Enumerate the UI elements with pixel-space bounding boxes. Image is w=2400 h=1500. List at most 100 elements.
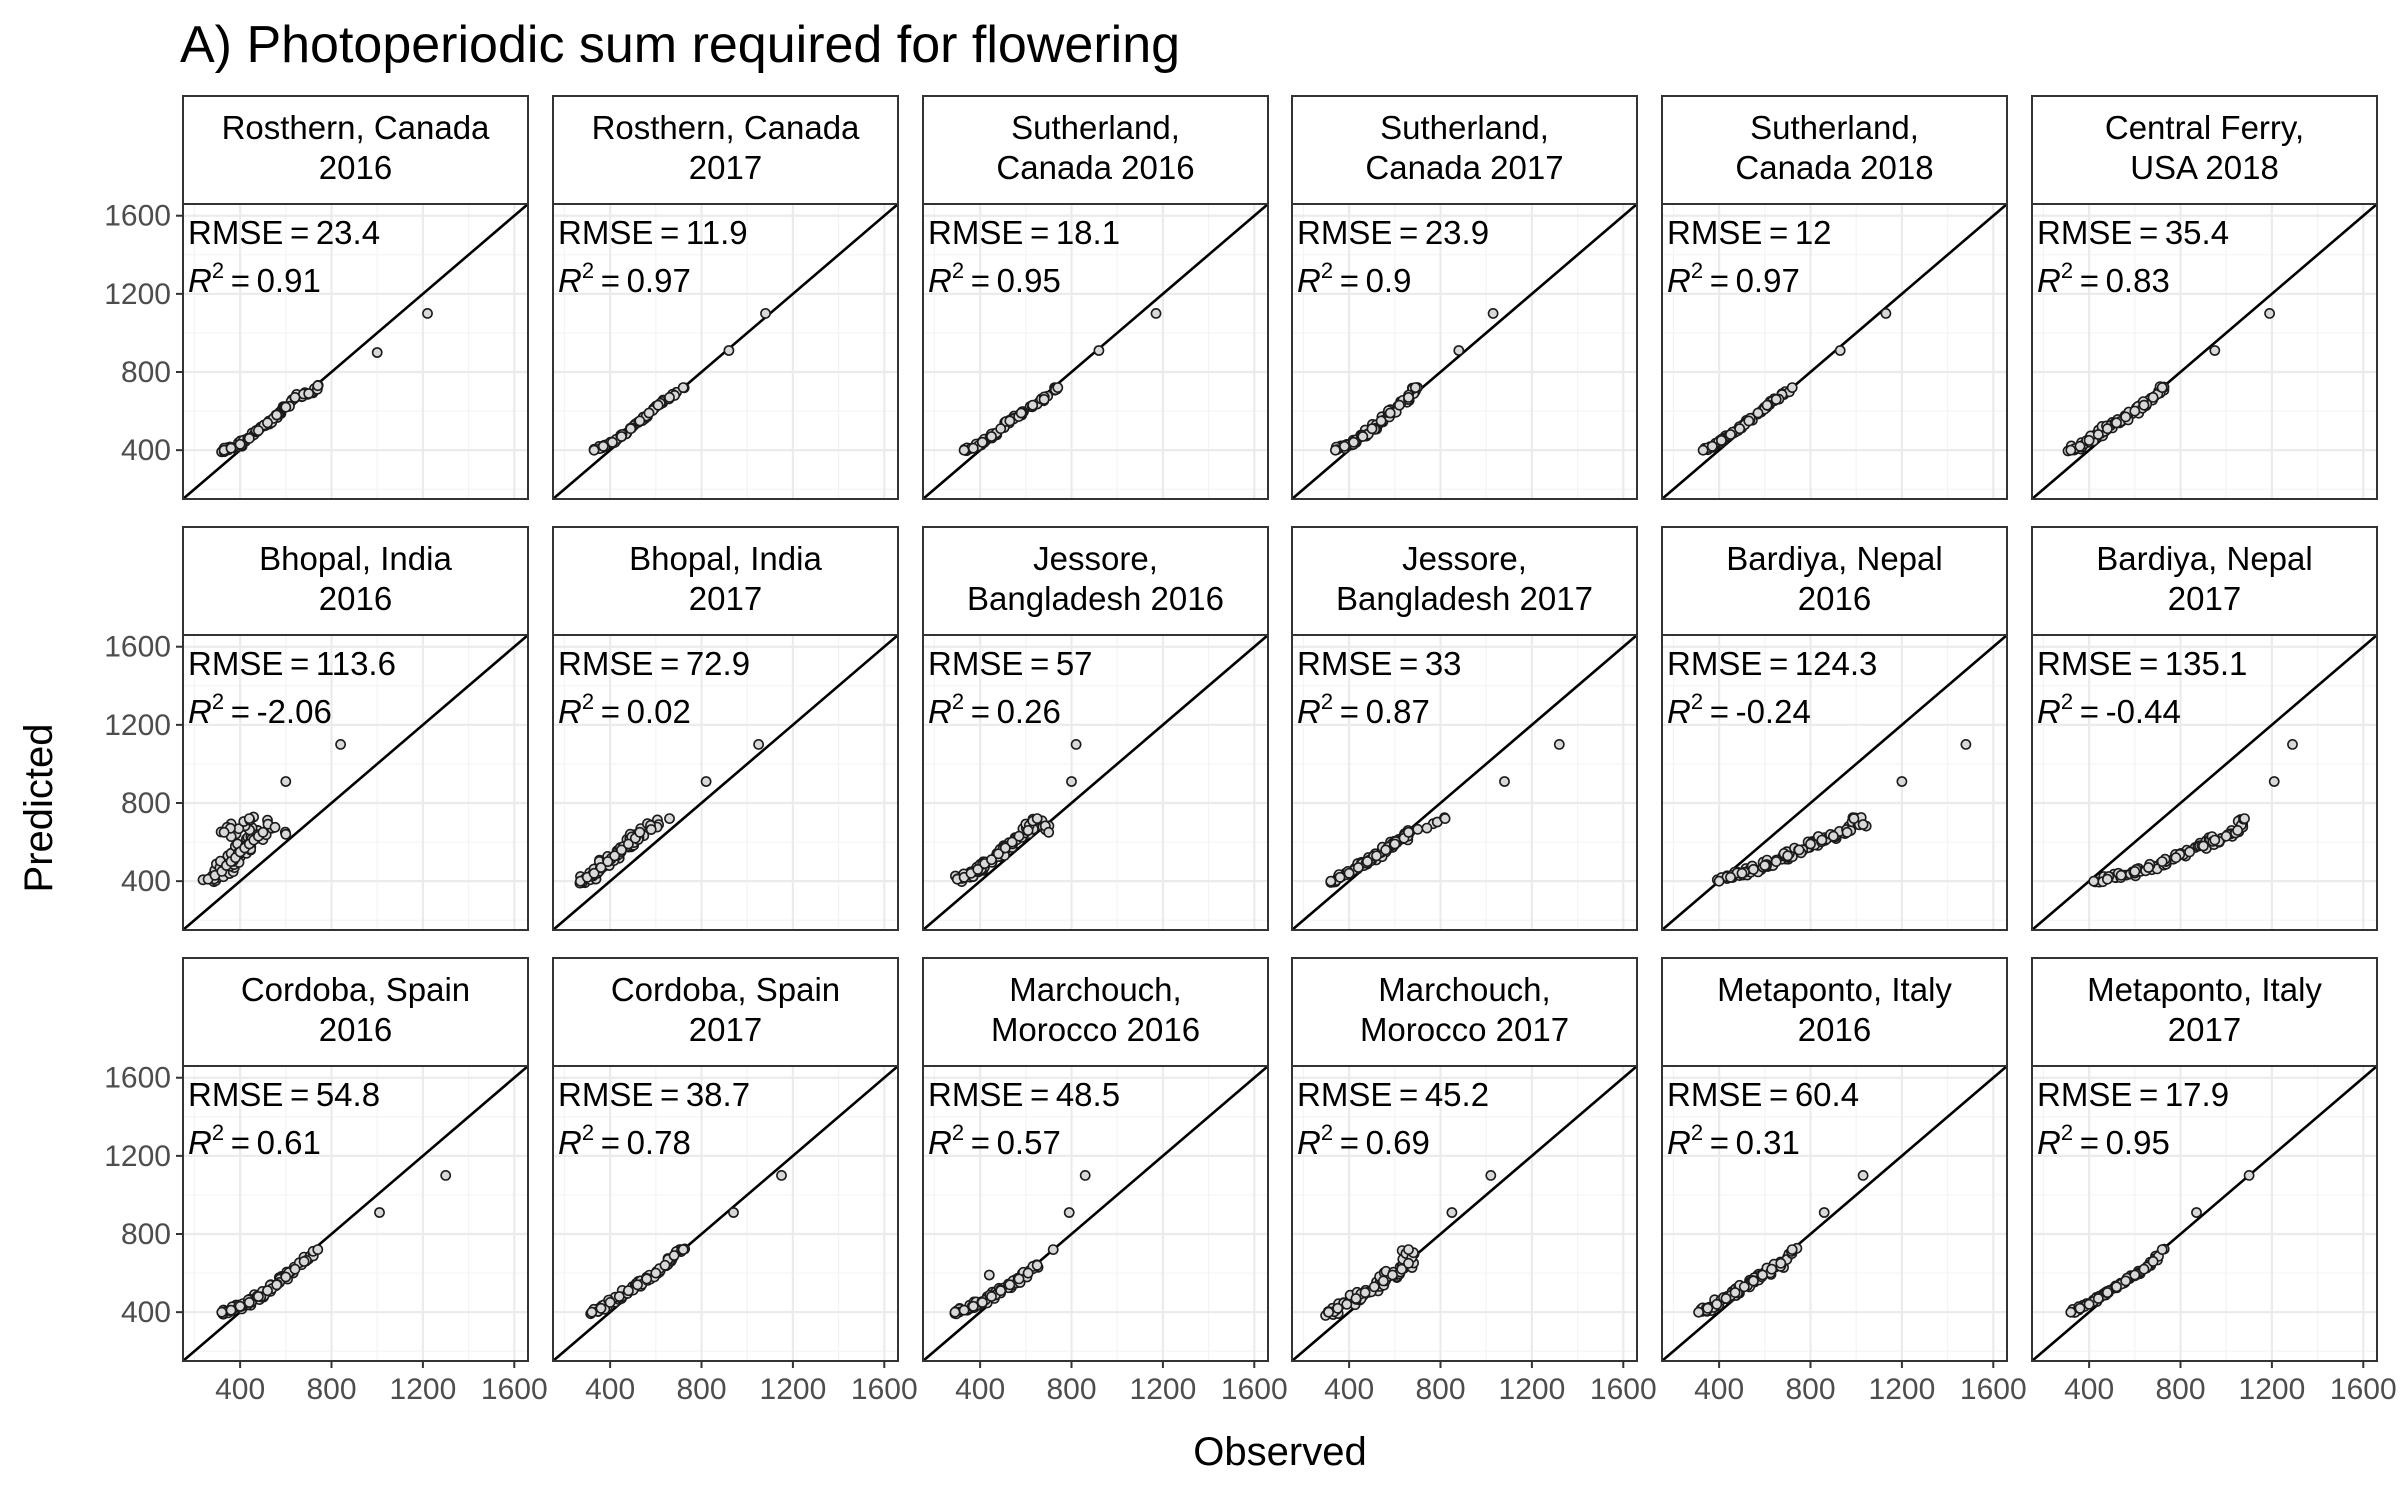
- data-point: [218, 826, 230, 838]
- data-point: [2156, 1244, 2168, 1255]
- y-tick-label: 800: [121, 787, 171, 820]
- one-to-one-line: [1292, 635, 1637, 930]
- data-point: [949, 1306, 961, 1318]
- data-point: [225, 1304, 237, 1316]
- facet-strip-label-line2: 2016: [319, 1011, 392, 1048]
- facet-panel: Sutherland,Canada 2018 RMSE = 12 R2 = 0.97: [1661, 95, 2008, 500]
- r2-value: = -2.06: [224, 693, 332, 730]
- facet-strip-label-line1: Marchouch,: [1378, 971, 1550, 1008]
- data-point: [2065, 444, 2077, 456]
- x-tick-label: 800: [1415, 1373, 1465, 1406]
- rmse-label: RMSE = 23.4: [188, 214, 380, 251]
- x-tick-label: 400: [585, 1373, 635, 1406]
- x-axis-title: Observed: [1193, 1430, 1366, 1474]
- data-point: [2111, 1281, 2122, 1293]
- data-point: [2101, 423, 2113, 435]
- data-point: [1341, 1298, 1353, 1310]
- r2-superscript: 2: [1691, 258, 1703, 283]
- data-point: [1748, 864, 1759, 875]
- facet-strip-label-line2: Canada 2018: [1735, 149, 1933, 186]
- data-point: [243, 1297, 255, 1308]
- data-point: [1378, 1275, 1389, 1287]
- x-tick-label: 800: [1785, 1373, 1835, 1406]
- data-point: [623, 1285, 634, 1297]
- data-point: [1752, 407, 1764, 419]
- point-group: [1711, 739, 1972, 887]
- rmse-label: RMSE = 35.4: [2037, 214, 2229, 251]
- r2-value: = 0.78: [594, 1124, 691, 1161]
- x-tick-label: 1200: [760, 1373, 827, 1406]
- point-group: [2065, 1170, 2255, 1318]
- facet-strip: [1661, 526, 2008, 636]
- data-point: [1362, 856, 1373, 867]
- data-point: [2083, 434, 2095, 446]
- r2-superscript: 2: [2061, 1120, 2073, 1145]
- r2-value: = 0.9: [1333, 262, 1411, 299]
- data-point: [1736, 867, 1748, 879]
- facet-strip-label-line1: Bardiya, Nepal: [1726, 540, 1942, 577]
- one-to-one-line: [923, 1066, 1268, 1361]
- facet-strip-label-line2: 2017: [689, 149, 762, 186]
- facet-strip-label-line2: 2017: [689, 1011, 762, 1048]
- data-point: [1022, 1267, 1034, 1279]
- x-tick-label: 1200: [2239, 1373, 2306, 1406]
- data-point: [1093, 345, 1105, 356]
- rmse-label: RMSE = 17.9: [2037, 1076, 2229, 1113]
- data-point: [262, 1285, 273, 1297]
- data-point: [1816, 834, 1828, 846]
- data-point: [2143, 862, 2154, 873]
- x-tick-label: 1200: [1869, 1373, 1936, 1406]
- facet-strip-label-line1: Rosthern, Canada: [222, 109, 490, 146]
- one-to-one-line: [1662, 204, 2007, 499]
- data-point: [753, 739, 764, 750]
- data-point: [1375, 415, 1387, 427]
- data-point: [1371, 850, 1382, 862]
- data-point: [967, 442, 979, 454]
- facet-strip-label-line1: Marchouch,: [1009, 971, 1181, 1008]
- facet-strip-label-line1: Metaponto, Italy: [2087, 971, 2322, 1008]
- data-point: [993, 848, 1004, 860]
- data-point: [2147, 1256, 2159, 1267]
- data-point: [243, 432, 255, 444]
- facet-strip-label-line2: 2016: [319, 149, 392, 186]
- point-group: [1693, 1170, 1869, 1318]
- data-point: [1786, 382, 1798, 393]
- data-point: [595, 862, 607, 873]
- data-point: [1079, 1170, 1091, 1181]
- facet-strip-label-line2: Bangladesh 2017: [1336, 580, 1593, 617]
- data-point: [1453, 345, 1465, 356]
- facet-strip: [182, 957, 529, 1067]
- data-point: [1421, 822, 1433, 834]
- facet-panel: Marchouch,Morocco 2016 RMSE = 48.5 R2 = 0.…: [922, 957, 1288, 1406]
- r2-superscript: 2: [952, 1120, 964, 1145]
- one-to-one-line: [2032, 1066, 2377, 1361]
- data-point: [2138, 1263, 2150, 1275]
- r2-label: R2 = 0.83: [2037, 258, 2170, 299]
- facet-strip-label-line1: Bhopal, India: [629, 540, 822, 577]
- data-point: [1031, 813, 1043, 824]
- facet-strip: [552, 95, 899, 205]
- r2-symbol: R: [2037, 1124, 2061, 1161]
- rmse-label: RMSE = 12: [1667, 214, 1832, 251]
- data-point: [2120, 1275, 2132, 1287]
- data-point: [1403, 1257, 1414, 1269]
- facet-strip: [1291, 95, 1638, 205]
- data-point: [597, 440, 609, 452]
- data-point: [1359, 1287, 1371, 1298]
- data-point: [986, 1291, 997, 1302]
- chart-title: A) Photoperiodic sum required for flower…: [180, 16, 1180, 74]
- r2-value: = 0.26: [964, 693, 1061, 730]
- data-point: [2074, 1302, 2086, 1314]
- data-point: [1828, 830, 1839, 842]
- x-tick-label: 1600: [851, 1373, 918, 1406]
- data-point: [1332, 1302, 1344, 1314]
- facet-strip: [182, 95, 529, 205]
- data-point: [1343, 867, 1355, 879]
- x-tick-label: 1600: [1960, 1373, 2027, 1406]
- x-tick-label: 1600: [2330, 1373, 2397, 1406]
- facet-strip-label-line2: 2017: [2168, 580, 2241, 617]
- facet-strip-label-line1: Central Ferry,: [2105, 109, 2304, 146]
- data-point: [289, 391, 301, 403]
